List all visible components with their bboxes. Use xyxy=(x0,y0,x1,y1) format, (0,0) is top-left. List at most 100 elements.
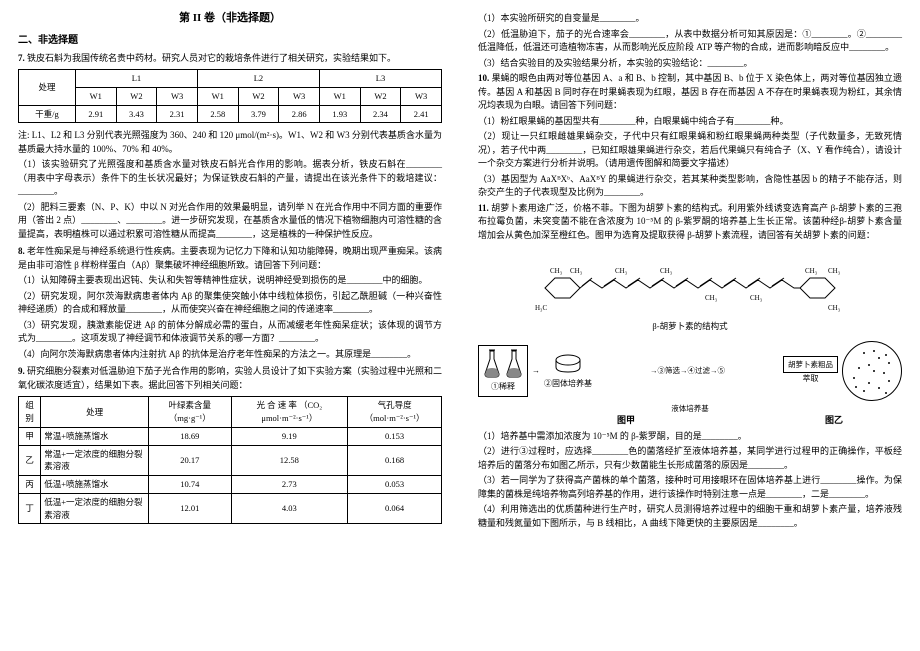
table-row: 丁 低温+一定浓度的细胞分裂素溶液 12.01 4.03 0.064 xyxy=(19,493,442,524)
q11-p1: （1）培养基中需添加浓度为 10⁻⁵M 的 β-紫罗酮，目的是________。 xyxy=(478,430,902,444)
process-diagram: ①稀释 → ②固体培养基 →③筛选→④过滤→⑤ 胡萝卜素粗品 萃取 xyxy=(478,341,902,401)
cell: 2.86 xyxy=(279,105,320,123)
q7-p1: （1）该实验研究了光照强度和基质含水量对铁皮石斛光合作用的影响。据表分析，铁皮石… xyxy=(18,158,442,199)
q8-intro: 8. 老年性痴呆是与神经系统退行性疾病。主要表现为记忆力下降和认知功能障碍，晚期… xyxy=(18,245,442,272)
q8-p1: （1）认知障碍主要表现出迟钝、失认和失智等精神性症状，说明神经受到损伤的是___… xyxy=(18,274,442,288)
cell: W3 xyxy=(279,87,320,105)
cell: 乙 xyxy=(19,445,41,476)
cell: W2 xyxy=(238,87,279,105)
arrow-icon: → xyxy=(532,365,540,377)
cell: 甲 xyxy=(19,427,41,445)
th-treat: 处理 xyxy=(19,70,76,106)
beta-carotene-structure-icon: CH₃ CH₃ CH₃ CH₃ CH₃ H₃C CH₃ CH₃ CH₃ CH₃ xyxy=(530,248,850,318)
q11-p3: （3）若一同学为了获得高产菌株的单个菌落，接种时可用接眼环在固体培养基上进行__… xyxy=(478,474,902,501)
plate-icon xyxy=(554,352,582,374)
table-row: 乙 常温+一定浓度的细胞分裂素溶液 20.17 12.58 0.168 xyxy=(19,445,442,476)
solid-label: 固体培养基 xyxy=(552,379,592,388)
q10-p1: （1）粉红眼果蝇的基因型共有________种，白眼果蝇中纯合子有_______… xyxy=(478,115,902,129)
flask-group: ①稀释 xyxy=(478,345,528,397)
q11-num: 11. xyxy=(478,203,489,213)
r1: （1）本实验所研究的自变量是________。 xyxy=(478,12,902,26)
cell: W2 xyxy=(116,87,157,105)
table-row: 组别 处理 叶绿素含量（mg·g⁻¹） 光 合 速 率 （CO₂ μmol·m⁻… xyxy=(19,397,442,428)
q9-table: 组别 处理 叶绿素含量（mg·g⁻¹） 光 合 速 率 （CO₂ μmol·m⁻… xyxy=(18,396,442,524)
section-2-head: 二、非选择题 xyxy=(18,33,442,48)
svg-text:CH₃: CH₃ xyxy=(805,267,818,275)
cell: 10.74 xyxy=(148,476,231,494)
q7-note: 注: L1、L2 和 L3 分别代表光照强度为 360、240 和 120 μm… xyxy=(18,129,442,156)
svg-text:CH₃: CH₃ xyxy=(828,304,841,312)
cell: 丁 xyxy=(19,493,41,524)
th-l1: L1 xyxy=(75,70,197,88)
th: 光 合 速 率 （CO₂ μmol·m⁻²·s⁻¹） xyxy=(231,397,348,428)
r2: （2）低温胁迫下，茄子的光合速率会________，从表中数据分析可知其原因是：… xyxy=(478,28,902,55)
q10-intro: 10. 果蝇的眼色由两对等位基因 A、a 和 B、b 控制，其中基因 B、b 位… xyxy=(478,72,902,113)
structural-formula-figure: CH₃ CH₃ CH₃ CH₃ CH₃ H₃C CH₃ CH₃ CH₃ CH₃ … xyxy=(478,244,902,337)
cell: W3 xyxy=(401,87,442,105)
dilute-label: ①稀释 xyxy=(491,381,515,393)
crude-label: 胡萝卜素粗品 xyxy=(783,356,838,373)
svg-text:H₃C: H₃C xyxy=(535,304,547,312)
q9-intro: 9. 研究细胞分裂素对低温胁迫下茄子光合作用的影响，实验人员设计了如下实验方案（… xyxy=(18,365,442,392)
cell: W1 xyxy=(319,87,360,105)
liquid-medium-label: 液体培养基 xyxy=(478,403,902,414)
th: 叶绿素含量（mg·g⁻¹） xyxy=(148,397,231,428)
cell: 2.41 xyxy=(401,105,442,123)
cell: 低温+喷施蒸馏水 xyxy=(41,476,149,494)
jia-yi-labels: 图甲 图乙 xyxy=(478,414,902,428)
th: 处理 xyxy=(41,397,149,428)
q7-num: 7. xyxy=(18,53,25,63)
svg-text:CH₃: CH₃ xyxy=(615,267,628,275)
q7-intro-text: 铁皮石斛为我国传统名贵中药材。研究人员对它的栽培条件进行了相关研究，实验结果如下… xyxy=(27,53,396,63)
cell: 2.34 xyxy=(360,105,401,123)
jia-label: 图甲 xyxy=(617,414,635,428)
table-row: 处理 L1 L2 L3 xyxy=(19,70,442,88)
cell: W1 xyxy=(197,87,238,105)
q11-p2: （2）进行③过程时，应选择________色的菌落经扩至液体培养基，某同学进行过… xyxy=(478,445,902,472)
th: 组别 xyxy=(19,397,41,428)
cell: 常温+喷施蒸馏水 xyxy=(41,427,149,445)
q10-p2: （2）现让一只红眼雌雄果蝇杂交，子代中只有红眼果蝇和粉红眼果蝇两种类型（子代数量… xyxy=(478,130,902,171)
cell: W3 xyxy=(157,87,198,105)
q10-p3: （3）基因型为 AaXᴮXᵇ、AaXᴮY 的果蝇进行杂交，若其某种类型影响，含隐… xyxy=(478,173,902,200)
flask-icon xyxy=(504,349,524,379)
table-row: 丙 低温+喷施蒸馏水 10.74 2.73 0.053 xyxy=(19,476,442,494)
q7-p2: （2）肥料三要素（N、P、K）中以 N 对光合作用的效果最明显，请列举 N 在光… xyxy=(18,201,442,242)
svg-text:CH₃: CH₃ xyxy=(828,267,841,275)
struct-caption: β-胡萝卜素的结构式 xyxy=(652,320,727,333)
arrow-text: →③筛选→④过滤→⑤ xyxy=(596,365,779,376)
svg-text:CH₃: CH₃ xyxy=(550,267,563,275)
svg-text:CH₃: CH₃ xyxy=(750,294,763,302)
cell: 4.03 xyxy=(231,493,348,524)
solid-medium-step: ②固体培养基 xyxy=(544,352,592,391)
table-row: 甲 常温+喷施蒸馏水 18.69 9.19 0.153 xyxy=(19,427,442,445)
cell: W2 xyxy=(360,87,401,105)
q10-num: 10. xyxy=(478,73,489,83)
table-row: 干重/g 2.91 3.43 2.31 2.58 3.79 2.86 1.93 … xyxy=(19,105,442,123)
cell: 丙 xyxy=(19,476,41,494)
q8-num: 8. xyxy=(18,246,25,256)
cell: 1.93 xyxy=(319,105,360,123)
q11-intro-text: 胡萝卜素用途广泛，价格不菲。下图为胡萝卜素的结构式。利用紫外线诱变选育高产 β-… xyxy=(478,203,902,240)
cell: 0.153 xyxy=(348,427,442,445)
th-l2: L2 xyxy=(197,70,319,88)
q8-p2: （2）研究发现，阿尔茨海默病患者体内 Aβ 的聚集使突触小体中线粒体损伤，引起乙… xyxy=(18,290,442,317)
cell: 2.91 xyxy=(75,105,116,123)
cell: 18.69 xyxy=(148,427,231,445)
part-title: 第 II 卷（非选择题） xyxy=(18,10,442,27)
cell: 2.58 xyxy=(197,105,238,123)
svg-text:CH₃: CH₃ xyxy=(705,294,718,302)
svg-text:CH₃: CH₃ xyxy=(660,267,673,275)
q11-intro: 11. 胡萝卜素用途广泛，价格不菲。下图为胡萝卜素的结构式。利用紫外线诱变选育高… xyxy=(478,202,902,243)
r3: （3）结合实验目的及实验结果分析，本实验的实验结论：________。 xyxy=(478,57,902,71)
th: 气孔导度（mol·m⁻²·s⁻¹） xyxy=(348,397,442,428)
extract-label: 萃取 xyxy=(783,373,838,385)
q7-table: 处理 L1 L2 L3 W1 W2 W3 W1 W2 W3 W1 W2 W3 干… xyxy=(18,69,442,123)
cell: 干重/g xyxy=(19,105,76,123)
th-l3: L3 xyxy=(319,70,441,88)
left-column: 第 II 卷（非选择题） 二、非选择题 7. 铁皮石斛为我国传统名贵中药材。研究… xyxy=(0,0,460,651)
cell: 0.053 xyxy=(348,476,442,494)
q7-intro: 7. 铁皮石斛为我国传统名贵中药材。研究人员对它的栽培条件进行了相关研究，实验结… xyxy=(18,52,442,66)
q9-num: 9. xyxy=(18,366,25,376)
q10-intro-text: 果蝇的眼色由两对等位基因 A、a 和 B、b 控制，其中基因 B、b 位于 X … xyxy=(478,73,902,110)
